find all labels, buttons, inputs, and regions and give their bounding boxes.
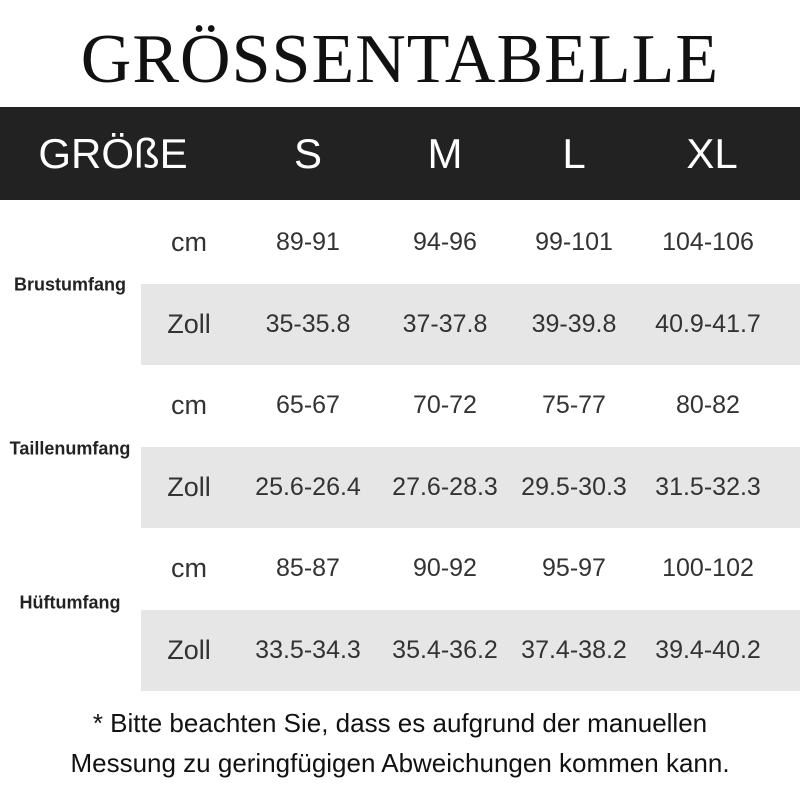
footnote-line-1: * Bitte beachten Sie, dass es aufgrund d…	[92, 708, 708, 738]
value-cell: 104-106	[662, 228, 754, 256]
header-size-label: GRÖßE	[38, 130, 188, 177]
footnote: * Bitte beachten Sie, dass es aufgrund d…	[0, 703, 800, 783]
table-header: GRÖßE S M L XL	[0, 107, 800, 200]
value-cell: 100-102	[662, 554, 754, 582]
value-cell: 89-91	[276, 228, 340, 256]
header-size-m: M	[427, 130, 463, 177]
value-cell: 35-35.8	[265, 309, 351, 338]
table-row: Zoll 33.5-34.3 35.4-36.2 37.4-38.2 39.4-40.2	[141, 609, 800, 691]
table-row: cm 85-87 90-92 95-97 100-102	[141, 528, 800, 609]
value-cell: 75-77	[542, 391, 606, 419]
value-cell: 39-39.8	[531, 309, 617, 338]
value-cell: 25.6-26.4	[255, 472, 361, 501]
value-cell: 95-97	[542, 554, 606, 582]
unit-label: Zoll	[167, 308, 211, 339]
unit-label: Zoll	[167, 634, 211, 665]
value-cell: 35.4-36.2	[392, 635, 498, 664]
unit-label: cm	[171, 227, 207, 257]
value-cell: 94-96	[413, 228, 477, 256]
value-cell: 40.9-41.7	[655, 309, 761, 338]
unit-label: cm	[171, 553, 207, 583]
header-size-l: L	[562, 130, 586, 177]
value-cell: 31.5-32.3	[655, 472, 761, 501]
value-cell: 37.4-38.2	[521, 635, 627, 664]
unit-label: Zoll	[167, 471, 211, 502]
value-cell: 39.4-40.2	[655, 635, 761, 664]
group-label: Brustumfang	[14, 274, 126, 295]
value-cell: 99-101	[535, 228, 613, 256]
value-cell: 37-37.8	[402, 309, 488, 338]
value-cell: 85-87	[276, 554, 340, 582]
footnote-line-2: Messung zu geringfügigen Abweichungen ko…	[70, 748, 730, 778]
value-cell: 80-82	[676, 391, 740, 419]
table-row: cm 89-91 94-96 99-101 104-106	[141, 202, 800, 283]
value-cell: 33.5-34.3	[255, 635, 361, 664]
value-cell: 29.5-30.3	[521, 472, 627, 501]
value-cell: 70-72	[413, 391, 477, 419]
unit-label: cm	[171, 390, 207, 420]
value-cell: 27.6-28.3	[392, 472, 498, 501]
header-size-s: S	[293, 130, 323, 177]
table-row: Zoll 25.6-26.4 27.6-28.3 29.5-30.3 31.5-32.3	[141, 446, 800, 528]
table-row: cm 65-67 70-72 75-77 80-82	[141, 365, 800, 446]
value-cell: 90-92	[413, 554, 477, 582]
group-label: Taillenumfang	[9, 438, 131, 459]
header-size-xl: XL	[686, 130, 738, 177]
page-title: GRÖSSENTABELLE	[80, 21, 720, 98]
value-cell: 65-67	[276, 391, 340, 419]
group-label: Hüftumfang	[19, 592, 121, 613]
table-row: Zoll 35-35.8 37-37.8 39-39.8 40.9-41.7	[141, 283, 800, 365]
